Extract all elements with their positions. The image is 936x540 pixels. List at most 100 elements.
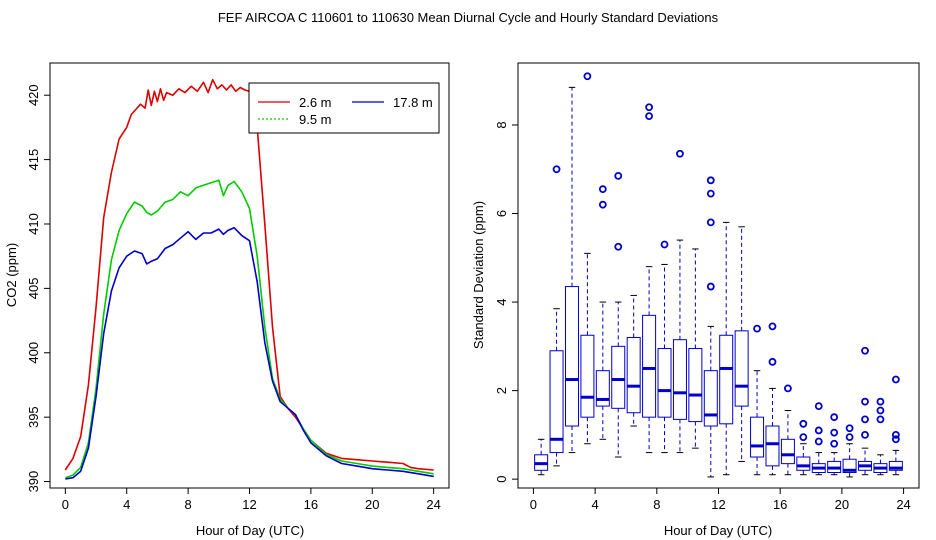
legend-label-17-8m: 17.8 m xyxy=(393,95,433,110)
box-iqr xyxy=(626,336,641,414)
right-y-axis-label: Standard Deviation (ppm) xyxy=(471,201,486,349)
boxplot-hour-1.5 xyxy=(549,165,564,467)
left-x-axis: 0 4 8 12 16 20 24 xyxy=(62,488,441,512)
left-x-tick-label: 12 xyxy=(242,497,256,512)
outlier-point xyxy=(814,437,823,446)
outlier-point xyxy=(891,435,900,444)
outlier-point xyxy=(660,240,669,249)
outlier-point xyxy=(552,165,561,174)
boxplot-hour-18.5 xyxy=(811,402,826,476)
right-y-tick-label: 8 xyxy=(494,121,509,128)
right-x-axis: 0 4 8 12 16 20 24 xyxy=(530,488,911,512)
left-y-tick-label: 420 xyxy=(26,84,41,106)
right-x-tick-label: 16 xyxy=(773,497,787,512)
left-y-axis: 390 395 400 405 410 415 420 xyxy=(26,84,50,492)
page-title: FEF AIRCOA C 110601 to 110630 Mean Diurn… xyxy=(218,10,719,25)
box-iqr xyxy=(642,314,657,418)
outlier-point xyxy=(861,397,869,406)
right-x-tick-label: 8 xyxy=(653,497,660,512)
left-x-tick-label: 16 xyxy=(304,497,318,512)
boxplot-hour-0.5 xyxy=(534,438,549,476)
left-x-tick-label: 24 xyxy=(426,497,440,512)
boxplot-hour-8.5 xyxy=(657,240,672,454)
outlier-point xyxy=(876,415,885,424)
outlier-point xyxy=(645,103,653,112)
outlier-point xyxy=(830,428,839,437)
outlier-point xyxy=(830,439,839,448)
right-y-tick-label: 0 xyxy=(494,476,509,483)
boxplots xyxy=(534,72,903,478)
outlier-point xyxy=(768,357,777,366)
outlier-point xyxy=(891,430,900,439)
left-x-tick-label: 20 xyxy=(365,497,379,512)
outlier-point xyxy=(706,218,715,227)
outlier-point xyxy=(706,176,715,185)
right-x-tick-label: 4 xyxy=(591,497,598,512)
outlier-point xyxy=(706,189,715,198)
box-iqr xyxy=(765,425,780,467)
boxplot-hour-16.5 xyxy=(780,384,795,476)
left-x-tick-label: 4 xyxy=(123,497,130,512)
left-y-tick-label: 405 xyxy=(26,278,41,300)
left-y-tick-label: 390 xyxy=(26,471,41,493)
outlier-point xyxy=(891,375,900,384)
boxplot-hour-13.5 xyxy=(734,226,749,462)
outlier-point xyxy=(876,397,885,406)
right-x-tick-label: 24 xyxy=(896,497,910,512)
series-line-17-8-m xyxy=(65,227,434,480)
co2-diurnal-panel: 0 4 8 12 16 20 24 390 395 400 405 410 415 420 Hour o… xyxy=(4,62,450,538)
outlier-point xyxy=(845,433,854,441)
boxplot-hour-6.5 xyxy=(626,294,641,427)
outlier-point xyxy=(614,242,623,251)
boxplot-hour-22.5 xyxy=(873,397,888,476)
box-iqr xyxy=(750,416,765,458)
boxplot-hour-2.5 xyxy=(564,86,579,454)
left-x-tick-label: 0 xyxy=(62,497,69,512)
left-series-lines xyxy=(64,78,434,480)
outlier-point xyxy=(614,171,623,180)
box-iqr xyxy=(796,456,811,471)
series-line-9-5-m xyxy=(65,179,434,479)
box-iqr xyxy=(888,460,903,471)
outlier-point xyxy=(876,406,885,415)
right-y-tick-label: 2 xyxy=(494,387,509,394)
box-iqr xyxy=(657,348,672,418)
outlier-point xyxy=(799,419,808,428)
box-iqr xyxy=(549,350,564,454)
left-y-tick-label: 395 xyxy=(26,406,41,428)
right-y-axis: 0 2 4 6 8 xyxy=(494,121,518,483)
boxplot-hour-14.5 xyxy=(750,324,765,476)
right-y-tick-label: 6 xyxy=(494,210,509,217)
box-iqr xyxy=(688,348,703,423)
boxplot-hour-21.5 xyxy=(858,346,873,476)
boxplot-hour-9.5 xyxy=(672,149,687,454)
box-iqr xyxy=(611,345,626,409)
boxplot-hour-11.5 xyxy=(703,176,718,478)
series-line-2-6-m xyxy=(64,78,434,471)
outlier-point xyxy=(598,200,607,209)
box-iqr xyxy=(780,438,795,465)
box-iqr xyxy=(672,339,687,420)
outlier-point xyxy=(845,424,854,433)
outlier-point xyxy=(753,324,761,333)
outlier-point xyxy=(768,322,777,331)
boxplot-hour-15.5 xyxy=(765,322,780,476)
outlier-point xyxy=(598,185,607,194)
boxplot-hour-7.5 xyxy=(642,103,657,454)
outlier-point xyxy=(706,282,715,291)
left-y-axis-label: CO2 (ppm) xyxy=(4,243,19,307)
box-iqr xyxy=(595,370,610,407)
boxplot-hour-19.5 xyxy=(827,413,842,476)
outlier-point xyxy=(676,149,684,158)
outlier-point xyxy=(799,433,808,441)
right-x-axis-label: Hour of Day (UTC) xyxy=(664,523,772,538)
outlier-point xyxy=(830,413,839,422)
boxplot-hour-17.5 xyxy=(796,419,811,476)
legend-label-9-5m: 9.5 m xyxy=(299,112,332,127)
outlier-point xyxy=(583,72,592,81)
right-x-tick-label: 20 xyxy=(835,497,849,512)
box-iqr xyxy=(580,334,595,418)
boxplot-hour-20.5 xyxy=(842,424,857,478)
